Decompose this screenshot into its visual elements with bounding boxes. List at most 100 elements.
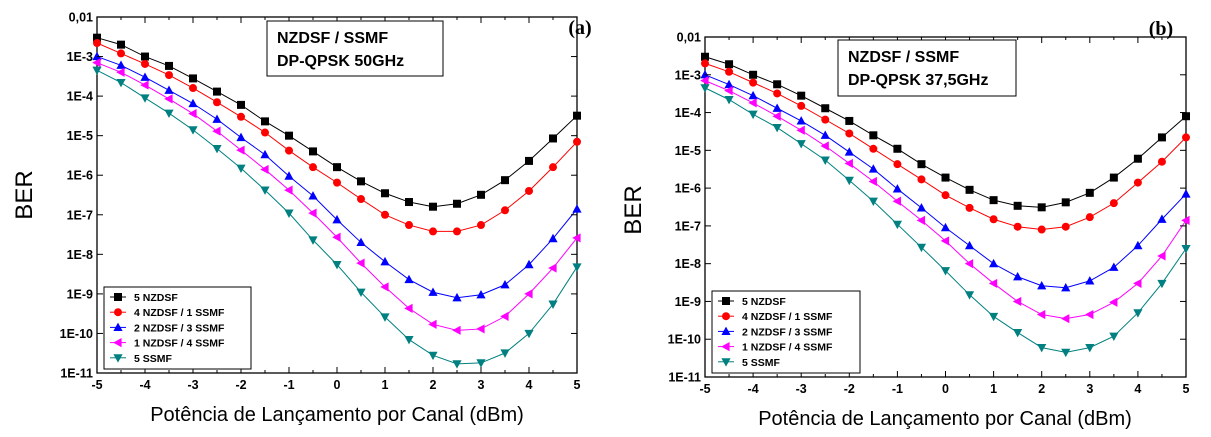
data-point [405, 221, 413, 230]
data-point [140, 72, 150, 81]
data-point [1133, 240, 1143, 250]
data-point [188, 98, 198, 108]
data-point [549, 163, 557, 172]
data-point [773, 89, 782, 98]
data-point [797, 101, 806, 110]
y-tick-label: 1E-6 [675, 182, 701, 196]
legend-marker [113, 338, 122, 348]
legend-item: 2 NZDSF / 3 SSMF [110, 322, 225, 334]
y-tick-label: 1E-7 [675, 219, 701, 233]
data-point [1181, 245, 1191, 254]
panel-label: (a) [568, 17, 591, 39]
x-tick-label: 1 [990, 382, 997, 396]
data-point [1157, 157, 1166, 166]
data-point [916, 243, 927, 253]
data-point [941, 191, 950, 200]
data-point [940, 236, 950, 246]
data-point [916, 203, 927, 212]
data-point [796, 116, 806, 125]
x-tick-label: -5 [91, 378, 102, 392]
data-point [1060, 314, 1070, 324]
x-tick-label: -2 [235, 378, 246, 392]
data-point [749, 78, 758, 87]
data-point [1133, 309, 1143, 318]
data-point [869, 131, 878, 140]
data-point [797, 91, 806, 100]
data-point [428, 319, 437, 329]
data-point [772, 111, 781, 121]
data-point [1182, 133, 1190, 142]
annotation-box: NZDSF / SSMF DP-QPSK 50GHz [266, 20, 444, 77]
data-point [1133, 178, 1142, 187]
data-point [236, 164, 246, 174]
data-point [1109, 297, 1118, 307]
data-point [380, 282, 389, 292]
x-axis-label: Potência de Lançamento por Canal (dBm) [150, 404, 524, 426]
data-point [1013, 201, 1022, 210]
data-point [725, 67, 734, 76]
data-point [796, 140, 806, 149]
x-tick-label: -1 [283, 378, 294, 392]
data-point [332, 232, 341, 242]
data-point [453, 199, 461, 208]
legend-marker [722, 297, 730, 305]
data-point [796, 125, 805, 135]
legend-item: 2 NZDSF / 3 SSMF [718, 326, 833, 338]
legend-item: 4 NZDSF / 1 SSMF [110, 307, 225, 319]
data-point [284, 209, 294, 218]
y-tick-label: 1E-10 [668, 333, 701, 347]
annotation-line-1: NZDSF / SSMF [277, 30, 388, 47]
data-point [188, 126, 198, 135]
data-point [333, 163, 341, 172]
data-point [285, 146, 293, 155]
data-point [164, 85, 174, 94]
legend-label: 4 NZDSF / 1 SSMF [742, 311, 833, 323]
data-point [380, 313, 390, 322]
data-point [1037, 203, 1046, 212]
data-point [1182, 112, 1190, 121]
legend-label: 5 SSMF [742, 357, 781, 369]
data-point [892, 184, 902, 193]
y-tick-label: 1E-4 [67, 90, 93, 104]
data-point [333, 178, 341, 187]
data-point [772, 103, 782, 112]
data-point [92, 51, 102, 61]
series [93, 33, 581, 211]
data-point [892, 220, 902, 230]
data-point [236, 132, 246, 142]
y-tick-label: 1E-5 [67, 129, 93, 143]
data-point [701, 59, 709, 68]
data-point [572, 263, 582, 272]
tick-layer: -5 -4 -3 -2 -1 0 1 2 3 4 5 0,01 1E-3 1E-4 1E-5 1E-6 1E-7… [668, 31, 1190, 397]
data-point [404, 303, 413, 313]
data-point [429, 227, 437, 236]
data-point [573, 111, 581, 120]
data-point [989, 215, 998, 224]
legend-marker [721, 358, 731, 367]
chart-panel-a: -5 -4 -3 -2 -1 0 1 2 3 4 5 0,01 1E-3 1E-4 1E-5 1E-6 1E-7… [11, 11, 592, 427]
x-tick-label: 2 [1038, 382, 1045, 396]
data-point [845, 129, 854, 138]
data-point [237, 100, 245, 109]
legend-label: 2 NZDSF / 3 SSMF [742, 326, 833, 338]
y-tick-label: 1E-8 [67, 248, 93, 262]
data-point [309, 147, 317, 156]
data-point [940, 222, 951, 232]
x-tick-label: 5 [574, 378, 581, 392]
data-point [1061, 222, 1070, 231]
y-tick-label: 1E-7 [67, 208, 93, 222]
legend-item: 1 NZDSF / 4 SSMF [718, 342, 833, 354]
data-point [773, 80, 782, 89]
data-point [188, 109, 197, 119]
data-point [476, 359, 486, 368]
data-point [748, 110, 758, 120]
data-point [548, 263, 557, 273]
data-point [1061, 198, 1070, 207]
data-point [989, 196, 998, 205]
y-tick-label: 1E-9 [67, 287, 93, 301]
chart-panel-b: -5 -4 -3 -2 -1 0 1 2 3 4 5 0,01 1E-3 1E-4 1E-5 1E-6 1E-7… [620, 18, 1191, 430]
data-point [524, 329, 534, 339]
annotation-line-2: DP-QPSK 37,5GHz [848, 72, 988, 89]
data-point [285, 131, 293, 140]
data-point [260, 149, 270, 159]
